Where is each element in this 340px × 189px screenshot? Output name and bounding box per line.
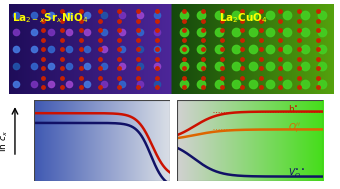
Text: $O_i^{\prime\prime}$: $O_i^{\prime\prime}$	[288, 121, 301, 135]
Text: La$_2$CuO$_4$: La$_2$CuO$_4$	[219, 11, 267, 25]
Text: La$_{2-x}$Sr$_x$NiO$_4$: La$_{2-x}$Sr$_x$NiO$_4$	[12, 11, 89, 25]
Text: x: x	[333, 188, 339, 189]
Text: $V_O^{\bullet\bullet}$: $V_O^{\bullet\bullet}$	[288, 167, 305, 180]
Text: h$^{\bullet}$: h$^{\bullet}$	[288, 103, 299, 114]
Text: ln $c_x$: ln $c_x$	[0, 130, 10, 152]
